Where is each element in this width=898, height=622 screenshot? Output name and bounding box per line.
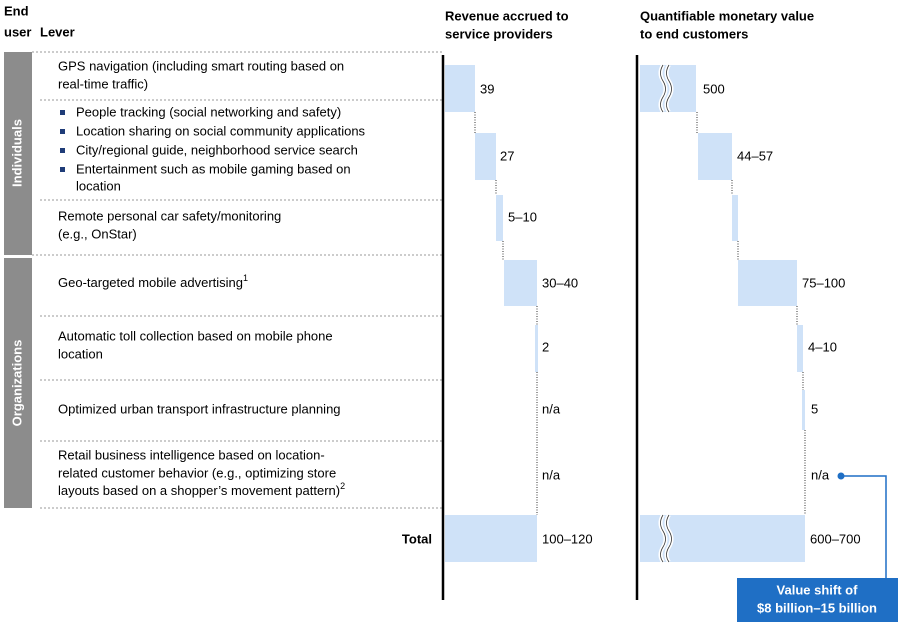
lever-text: Automatic toll collection based on mobil… — [58, 328, 333, 343]
group-band — [4, 258, 32, 508]
lever-text: (e.g., OnStar) — [58, 226, 137, 241]
header-value: to end customers — [640, 26, 748, 41]
callout-text: Value shift of — [777, 582, 859, 597]
footnote-ref: 2 — [340, 481, 345, 491]
lever-text: Retail business intelligence based on lo… — [58, 447, 325, 462]
revenue-label: 100–120 — [542, 531, 593, 546]
group-label: Individuals — [9, 119, 24, 187]
lever-text: GPS navigation (including smart routing … — [58, 58, 344, 73]
header-lever: Lever — [40, 24, 75, 39]
header-revenue: service providers — [445, 26, 553, 41]
header-value: Quantifiable monetary value — [640, 8, 814, 23]
row-separators — [32, 51, 443, 509]
revenue-label: 39 — [480, 81, 494, 96]
header-end-user: user — [4, 24, 31, 39]
value-label: 44–57 — [737, 148, 773, 163]
value-label: n/a — [811, 467, 830, 482]
revenue-label: 5–10 — [508, 209, 537, 224]
revenue-label: 27 — [500, 148, 514, 163]
revenue-label: n/a — [542, 401, 561, 416]
header-end-user: End — [4, 3, 29, 18]
lever-text: City/regional guide, neighborhood servic… — [76, 142, 358, 157]
lever-text: Geo-targeted mobile advertising1 — [58, 273, 248, 290]
value-label: 4–10 — [808, 339, 837, 354]
lever-text: location — [58, 346, 103, 361]
lever-text: Geo-targeted mobile advertising — [58, 275, 243, 290]
value-label: 75–100 — [802, 275, 845, 290]
lever-text: Entertainment such as mobile gaming base… — [76, 161, 351, 176]
callout-box — [737, 578, 898, 622]
value-label: 5 — [811, 401, 818, 416]
header-revenue: Revenue accrued to — [445, 8, 569, 23]
group-band — [4, 52, 32, 255]
lever-text: Optimized urban transport infrastructure… — [58, 401, 341, 416]
callout-line — [841, 475, 887, 578]
value-label: 500 — [703, 81, 725, 96]
revenue-bars — [445, 65, 538, 562]
revenue-label: 2 — [542, 339, 549, 354]
lever-text: Location sharing on social community app… — [76, 123, 366, 138]
value-label: 600–700 — [810, 531, 861, 546]
total-label: Total — [402, 531, 432, 546]
lever-text: People tracking (social networking and s… — [76, 104, 341, 119]
lever-text: location — [76, 178, 121, 193]
lever-text: real-time traffic) — [58, 76, 148, 91]
revenue-label: n/a — [542, 467, 561, 482]
lever-text: layouts based on a shopper’s movement pa… — [58, 481, 345, 498]
footnote-ref: 1 — [243, 273, 248, 283]
lever-text: related customer behavior (e.g., optimiz… — [58, 465, 336, 480]
callout-text: $8 billion–15 billion — [757, 600, 877, 615]
revenue-label: 30–40 — [542, 275, 578, 290]
lever-text: Remote personal car safety/monitoring — [58, 208, 281, 223]
group-label: Organizations — [9, 340, 24, 427]
bullets — [60, 110, 65, 172]
value-bars — [640, 63, 806, 564]
lever-text: layouts based on a shopper’s movement pa… — [58, 483, 340, 498]
